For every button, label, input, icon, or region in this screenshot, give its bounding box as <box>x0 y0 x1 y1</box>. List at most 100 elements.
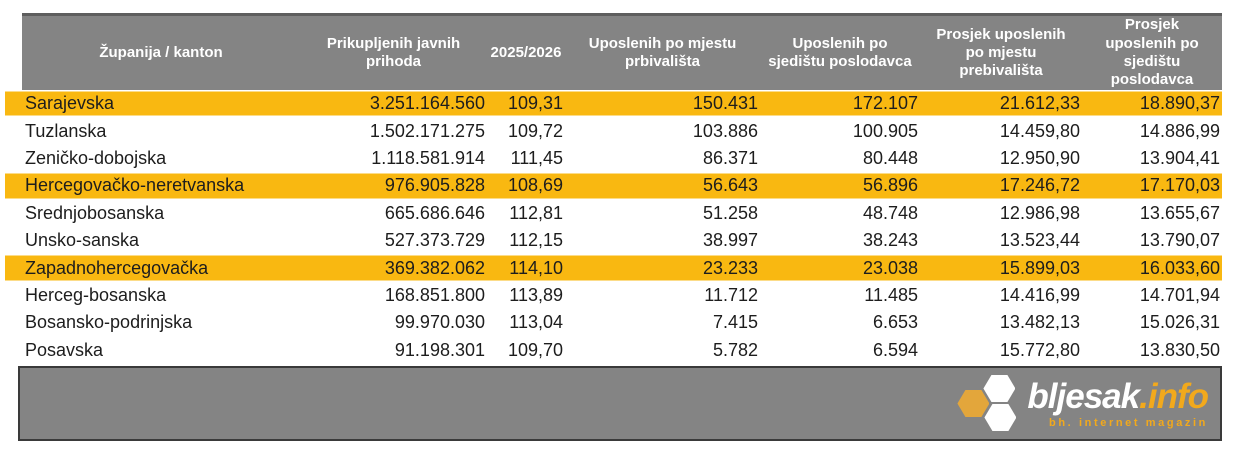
value-cell: 109,72 <box>507 120 563 141</box>
value-cell: 18.890,37 <box>1139 93 1220 114</box>
column-header-uposlenih-sjediste-poslodavca: Uposlenih po sjedištu poslodavca <box>768 34 912 70</box>
value-cell: 23.233 <box>702 257 758 278</box>
logo-text-block: bljesak.info bh. internet magazin <box>1027 376 1209 429</box>
value-cell: 112,81 <box>509 202 563 223</box>
hexagon-cluster-icon <box>957 375 1018 432</box>
value-cell: 86.371 <box>702 147 758 168</box>
region-cell: Tuzlanska <box>25 120 107 141</box>
value-cell: 100.905 <box>852 120 918 141</box>
region-cell: Unsko-sanska <box>25 230 140 251</box>
value-cell: 99.970.030 <box>394 312 485 333</box>
value-cell: 23.038 <box>862 257 918 278</box>
region-cell: Hercegovačko-neretvanska <box>25 175 245 196</box>
value-cell: 11.485 <box>864 284 918 305</box>
value-cell: 56.896 <box>862 175 918 196</box>
column-header-prikupljenih-javnih-prihoda: Prikupljenih javnih prihoda <box>326 34 461 70</box>
value-cell: 109,70 <box>507 339 563 360</box>
value-cell: 21.612,33 <box>999 93 1080 114</box>
column-header-prosjek-sjediste-poslodavca: Prosjek uposlenih po sjedištu poslodavca <box>1105 16 1199 89</box>
value-cell: 14.886,99 <box>1139 120 1220 141</box>
column-header-prosjek-mjesto-prebivalista: Prosjek uposlenih po mjestu prebivališta <box>936 25 1066 80</box>
value-cell: 1.118.581.914 <box>371 147 485 168</box>
footer-bar: bljesak.info bh. internet magazin <box>18 366 1222 441</box>
region-cell: Posavska <box>25 339 104 360</box>
value-cell: 665.686.646 <box>384 202 485 223</box>
value-cell: 150.431 <box>692 93 758 114</box>
value-cell: 13.830,50 <box>1139 339 1220 360</box>
value-cell: 12.950,90 <box>999 147 1080 168</box>
value-cell: 14.416,99 <box>999 284 1080 305</box>
value-cell: 7.415 <box>712 312 758 333</box>
region-cell: Bosansko-podrinjska <box>25 312 193 333</box>
region-cell: Srednjobosanska <box>25 202 165 223</box>
value-cell: 91.198.301 <box>394 339 485 360</box>
logo-wordmark: bljesak.info <box>1027 376 1209 416</box>
table-row: Sarajevska 3.251.164.560 109,31 150.431 172.… <box>5 90 1222 118</box>
value-cell: 976.905.828 <box>384 175 485 196</box>
value-cell: 6.653 <box>872 312 918 333</box>
column-header-2025-2026: 2025/2026 <box>490 43 562 61</box>
logo-wordmark-suffix: .info <box>1139 376 1209 416</box>
value-cell: 56.643 <box>702 175 758 196</box>
value-cell: 114,10 <box>509 257 563 278</box>
value-cell: 103.886 <box>692 120 758 141</box>
value-cell: 111,45 <box>510 147 563 168</box>
value-cell: 527.373.729 <box>384 230 485 251</box>
value-cell: 112,15 <box>509 230 563 251</box>
value-cell: 15.899,03 <box>999 257 1080 278</box>
value-cell: 5.782 <box>712 339 758 360</box>
value-cell: 38.997 <box>702 230 758 251</box>
logo-wordmark-main: bljesak <box>1027 376 1140 416</box>
data-table: Županija / kanton Prikupljenih javnih pr… <box>5 13 1222 364</box>
value-cell: 12.986,98 <box>999 202 1080 223</box>
table-row: Herceg-bosanska 168.851.800 113,89 11.712 11… <box>5 282 1222 309</box>
value-cell: 6.594 <box>872 339 918 360</box>
value-cell: 38.243 <box>862 230 918 251</box>
table-row: Unsko-sanska 527.373.729 112,15 38.997 38.24… <box>5 227 1222 254</box>
table-row: Posavska 91.198.301 109,70 5.782 6.594 15.772… <box>5 337 1222 364</box>
bljesak-logo: bljesak.info bh. internet magazin <box>957 375 1209 432</box>
hexagon-gold-icon <box>957 390 990 417</box>
value-cell: 13.523,44 <box>999 230 1080 251</box>
value-cell: 17.246,72 <box>999 175 1080 196</box>
hexagon-white-top-icon <box>983 375 1016 402</box>
value-cell: 168.851.800 <box>384 284 485 305</box>
value-cell: 172.107 <box>852 93 918 114</box>
logo-tagline: bh. internet magazin <box>1049 416 1208 429</box>
table-row: Zeničko-dobojska 1.118.581.914 111,45 86.37… <box>5 145 1222 172</box>
hexagon-white-bottom-icon <box>984 404 1017 431</box>
value-cell: 11.712 <box>704 284 758 305</box>
table-row: Bosansko-podrinjska 99.970.030 113,04 7.415… <box>5 309 1222 336</box>
value-cell: 14.701,94 <box>1139 284 1220 305</box>
value-cell: 16.033,60 <box>1139 257 1220 278</box>
region-cell: Zapadnohercegovačka <box>25 257 209 278</box>
column-header-uposlenih-mjesto-prbivalista: Uposlenih po mjestu prbivališta <box>588 34 737 70</box>
value-cell: 14.459,80 <box>999 120 1080 141</box>
value-cell: 13.790,07 <box>1139 230 1220 251</box>
value-cell: 13.482,13 <box>999 312 1080 333</box>
table-body: Sarajevska 3.251.164.560 109,31 150.431 172.… <box>5 90 1222 364</box>
value-cell: 13.904,41 <box>1139 147 1220 168</box>
region-cell: Herceg-bosanska <box>25 284 167 305</box>
region-cell: Zeničko-dobojska <box>25 147 167 168</box>
value-cell: 48.748 <box>862 202 918 223</box>
value-cell: 17.170,03 <box>1139 175 1220 196</box>
value-cell: 109,31 <box>507 93 563 114</box>
value-cell: 369.382.062 <box>384 257 485 278</box>
table-header-row: Županija / kanton Prikupljenih javnih pr… <box>22 13 1222 90</box>
column-header-zupanija-kanton: Županija / kanton <box>99 43 223 61</box>
table-row: Tuzlanska 1.502.171.275 109,72 103.886 100.9… <box>5 117 1222 144</box>
table-row: Zapadnohercegovačka 369.382.062 114,10 23.2… <box>5 254 1222 282</box>
value-cell: 108,69 <box>507 175 563 196</box>
value-cell: 15.772,80 <box>999 339 1080 360</box>
region-cell: Sarajevska <box>25 93 115 114</box>
value-cell: 3.251.164.560 <box>369 93 485 114</box>
value-cell: 113,04 <box>509 312 563 333</box>
value-cell: 15.026,31 <box>1139 312 1220 333</box>
value-cell: 80.448 <box>862 147 918 168</box>
value-cell: 1.502.171.275 <box>369 120 485 141</box>
value-cell: 13.655,67 <box>1139 202 1220 223</box>
table-row: Hercegovačko-neretvanska 976.905.828 108,6… <box>5 172 1222 200</box>
value-cell: 51.258 <box>702 202 758 223</box>
table-row: Srednjobosanska 665.686.646 112,81 51.258 48… <box>5 200 1222 227</box>
